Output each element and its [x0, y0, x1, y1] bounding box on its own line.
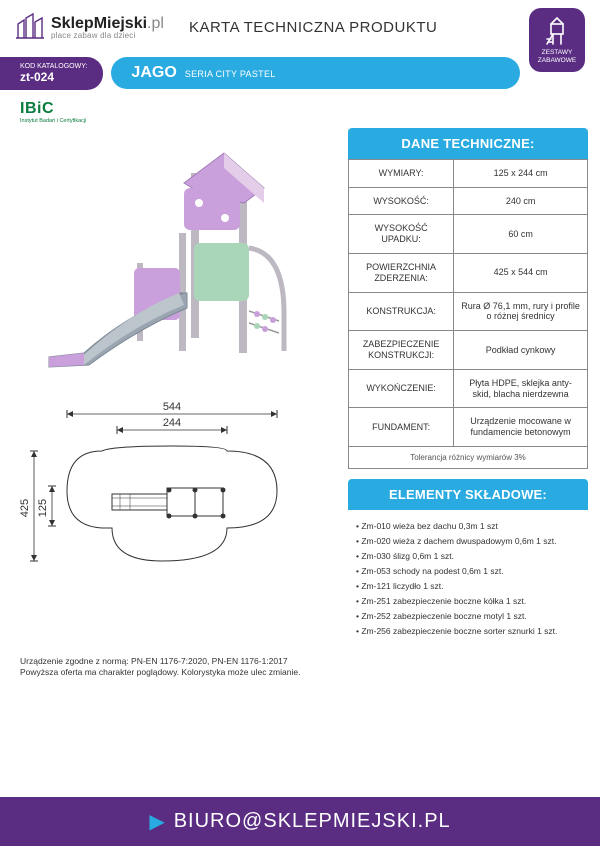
spec-label: KONSTRUKCJA: [349, 292, 454, 331]
brand-logo: SklepMiejski.pl place zabaw dla dzieci [15, 10, 164, 45]
dim-outer-w: 544 [163, 401, 181, 413]
spec-row: WYSOKOŚĆ UPADKU:60 cm [349, 215, 588, 254]
spec-label: WYKOŃCZENIE: [349, 369, 454, 408]
catalog-code: zt-024 [20, 70, 54, 84]
component-item: Zm-010 wieża bez dachu 0,3m 1 szt [356, 518, 584, 533]
spec-label: WYMIARY: [349, 159, 454, 187]
dim-inner-h: 125 [37, 499, 49, 517]
footer-notes: Urządzenie zgodne z normą: PN-EN 1176-7:… [0, 646, 600, 684]
dim-outer-h: 425 [19, 499, 31, 517]
spec-row: WYSOKOŚĆ:240 cm [349, 187, 588, 215]
product-render [12, 128, 336, 388]
category-badge: ZESTAWY ZABAWOWE [529, 8, 585, 72]
spec-value: 60 cm [454, 215, 588, 254]
spec-label: WYSOKOŚĆ UPADKU: [349, 215, 454, 254]
brand-tagline: place zabaw dla dzieci [51, 32, 164, 40]
spec-value: Urządzenie mocowane w fundamencie betono… [454, 408, 588, 447]
component-item: Zm-251 zabezpieczenie boczne kółka 1 szt… [356, 593, 584, 608]
cert-logo: IBiC Instytut Badań i Certyfikacji [20, 100, 600, 124]
product-series: SERIA CITY PASTEL [185, 69, 276, 79]
components-list: Zm-010 wieża bez dachu 0,3m 1 sztZm-020 … [348, 510, 588, 646]
spec-value: Rura Ø 76,1 mm, rury i profile o różnej … [454, 292, 588, 331]
components-header: ELEMENTY SKŁADOWE: [348, 479, 588, 510]
specs-header: DANE TECHNICZNE: [348, 128, 588, 159]
spec-row: POWIERZCHNIA ZDERZENIA:425 x 544 cm [349, 254, 588, 293]
specs-table: WYMIARY:125 x 244 cmWYSOKOŚĆ:240 cmWYSOK… [348, 159, 588, 447]
main-content: 544 244 425 125 [0, 128, 600, 646]
spec-value: 125 x 244 cm [454, 159, 588, 187]
spec-row: FUNDAMENT:Urządzenie mocowane w fundamen… [349, 408, 588, 447]
plan-drawing: 544 244 425 125 [12, 396, 336, 586]
left-column: 544 244 425 125 [12, 128, 336, 646]
spec-row: KONSTRUKCJA:Rura Ø 76,1 mm, rury i profi… [349, 292, 588, 331]
contact-email: BIURO@SKLEPMIEJSKI.PL [174, 810, 451, 833]
component-item: Zm-256 zabezpieczenie boczne sorter sznu… [356, 623, 584, 638]
dim-inner-w: 244 [163, 417, 181, 429]
badge-line1: ZESTAWY [538, 49, 576, 56]
cert-name: IBiC [20, 100, 600, 118]
spec-row: ZABEZPIECZENIE KONSTRUKCJI:Podkład cynko… [349, 331, 588, 370]
spec-label: WYSOKOŚĆ: [349, 187, 454, 215]
spec-label: POWIERZCHNIA ZDERZENIA: [349, 254, 454, 293]
brand-name: SklepMiejski.pl [51, 16, 164, 32]
cert-sub: Instytut Badań i Certyfikacji [20, 118, 600, 124]
buildings-icon [15, 10, 45, 45]
title-row: KOD KATALOGOWY: zt-024 JAGO SERIA CITY P… [0, 57, 600, 90]
spec-row: WYMIARY:125 x 244 cm [349, 159, 588, 187]
spec-value: 240 cm [454, 187, 588, 215]
component-item: Zm-053 schody na podest 0,6m 1 szt. [356, 563, 584, 578]
document-title: KARTA TECHNICZNA PRODUKTU [189, 19, 437, 36]
disclaimer-note: Powyższa oferta ma charakter poglądowy. … [20, 667, 580, 678]
product-name: JAGO [131, 64, 176, 82]
arrow-icon: ▶ [149, 809, 165, 834]
spec-value: Płyta HDPE, sklejka anty-skid, blacha ni… [454, 369, 588, 408]
badge-line2: ZABAWOWE [538, 57, 576, 64]
compliance-note: Urządzenie zgodne z normą: PN-EN 1176-7:… [20, 656, 580, 667]
component-item: Zm-020 wieża z dachem dwuspadowym 0,6m 1… [356, 533, 584, 548]
spec-row: WYKOŃCZENIE:Płyta HDPE, sklejka anty-ski… [349, 369, 588, 408]
spec-label: FUNDAMENT: [349, 408, 454, 447]
right-column: DANE TECHNICZNE: WYMIARY:125 x 244 cmWYS… [348, 128, 588, 646]
product-title-pill: JAGO SERIA CITY PASTEL [111, 57, 520, 89]
component-item: Zm-030 ślizg 0,6m 1 szt. [356, 548, 584, 563]
footer-bar: ▶ BIURO@SKLEPMIEJSKI.PL [0, 797, 600, 846]
spec-label: ZABEZPIECZENIE KONSTRUKCJI: [349, 331, 454, 370]
spec-value: Podkład cynkowy [454, 331, 588, 370]
spec-value: 425 x 544 cm [454, 254, 588, 293]
component-item: Zm-121 liczydło 1 szt. [356, 578, 584, 593]
component-item: Zm-252 zabezpieczenie boczne motyl 1 szt… [356, 608, 584, 623]
catalog-code-tab: KOD KATALOGOWY: zt-024 [0, 57, 103, 90]
page-header: SklepMiejski.pl place zabaw dla dzieci K… [0, 0, 600, 51]
playset-icon [543, 16, 571, 46]
tolerance-note: Tolerancja różnicy wymiarów 3% [348, 447, 588, 469]
